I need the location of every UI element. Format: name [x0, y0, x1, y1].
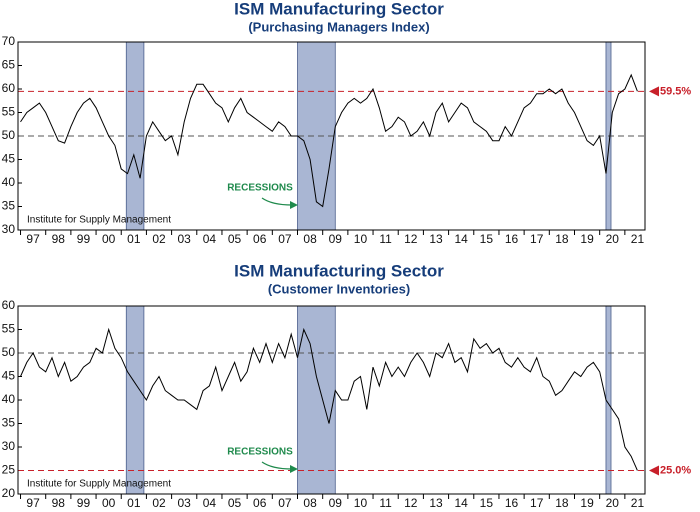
- x-tick-label: 00: [102, 496, 116, 510]
- chart-subtitle: (Customer Inventories): [268, 281, 410, 296]
- x-tick-label: 09: [329, 496, 343, 510]
- annotation-arrow: [261, 197, 293, 206]
- plot-frame: [17, 305, 646, 495]
- y-tick-label: 30: [2, 222, 16, 236]
- y-tick-label: 50: [2, 345, 16, 359]
- y-tick-label: 35: [2, 416, 16, 430]
- x-tick-label: 14: [455, 232, 469, 246]
- x-tick-label: 01: [127, 496, 141, 510]
- x-tick-label: 04: [203, 496, 217, 510]
- y-tick-label: 55: [2, 322, 16, 336]
- y-tick-label: 50: [2, 128, 16, 142]
- x-tick-label: 09: [329, 232, 343, 246]
- y-tick-label: 65: [2, 58, 16, 72]
- x-tick-label: 18: [555, 496, 569, 510]
- x-tick-label: 17: [530, 496, 544, 510]
- chart-subtitle: (Purchasing Managers Index): [248, 19, 429, 34]
- annotation-arrowhead: [290, 201, 298, 209]
- y-tick-label: 45: [2, 152, 16, 166]
- y-tick-label: 55: [2, 105, 16, 119]
- x-tick-label: 13: [429, 232, 443, 246]
- x-tick-label: 07: [278, 232, 292, 246]
- x-tick-label: 04: [203, 232, 217, 246]
- chart-title: ISM Manufacturing Sector: [234, 0, 444, 18]
- x-tick-label: 19: [580, 232, 594, 246]
- x-tick-label: 08: [303, 232, 317, 246]
- x-tick-label: 10: [354, 496, 368, 510]
- x-tick-label: 06: [253, 232, 267, 246]
- data-line: [20, 327, 638, 471]
- x-tick-label: 02: [152, 496, 166, 510]
- x-tick-label: 20: [606, 232, 620, 246]
- x-tick-label: 13: [429, 496, 443, 510]
- x-tick-label: 15: [480, 496, 494, 510]
- y-tick-label: 60: [2, 298, 16, 312]
- x-tick-label: 12: [404, 496, 418, 510]
- x-tick-label: 99: [77, 496, 91, 510]
- y-tick-label: 25: [2, 463, 16, 477]
- x-tick-label: 99: [77, 232, 91, 246]
- y-tick-label: 70: [2, 34, 16, 48]
- chart-title: ISM Manufacturing Sector: [234, 261, 444, 280]
- recession-band: [297, 305, 336, 495]
- x-tick-label: 00: [102, 232, 116, 246]
- x-tick-label: 07: [278, 496, 292, 510]
- x-tick-label: 03: [178, 496, 192, 510]
- x-tick-label: 16: [505, 232, 519, 246]
- x-tick-label: 21: [631, 496, 645, 510]
- x-tick-label: 11: [379, 232, 392, 246]
- x-tick-label: 18: [555, 232, 569, 246]
- recession-band: [605, 305, 612, 495]
- x-tick-label: 21: [631, 232, 645, 246]
- x-tick-label: 98: [52, 232, 66, 246]
- x-tick-label: 17: [530, 232, 544, 246]
- y-tick-label: 60: [2, 81, 16, 95]
- x-tick-label: 05: [228, 232, 242, 246]
- x-tick-label: 03: [178, 232, 192, 246]
- x-tick-label: 15: [480, 232, 494, 246]
- annotation-arrow: [261, 461, 293, 470]
- source: Institute for Supply Management: [27, 215, 171, 226]
- x-tick-label: 06: [253, 496, 267, 510]
- plot-frame: [17, 41, 646, 231]
- y-tick-label: 20: [2, 486, 16, 500]
- annotation: RECESSIONS: [227, 447, 293, 458]
- x-tick-label: 97: [26, 496, 40, 510]
- x-tick-label: 05: [228, 496, 242, 510]
- y-tick-label: 40: [2, 175, 16, 189]
- annotation: RECESSIONS: [227, 183, 293, 194]
- data-line: [20, 73, 638, 208]
- x-tick-label: 19: [580, 496, 594, 510]
- x-tick-label: 08: [303, 496, 317, 510]
- recession-band: [125, 305, 145, 495]
- reference-arrow: [649, 465, 659, 476]
- x-tick-label: 10: [354, 232, 368, 246]
- reference-label: 59.5%: [660, 85, 691, 97]
- x-tick-label: 02: [152, 232, 166, 246]
- x-tick-label: 12: [404, 232, 418, 246]
- annotation-arrowhead: [290, 465, 298, 473]
- x-tick-label: 01: [127, 232, 141, 246]
- x-tick-label: 11: [379, 496, 392, 510]
- y-tick-label: 30: [2, 439, 16, 453]
- y-tick-label: 35: [2, 199, 16, 213]
- y-tick-label: 45: [2, 369, 16, 383]
- y-tick-label: 40: [2, 392, 16, 406]
- reference-label: 25.0%: [660, 464, 691, 476]
- x-tick-label: 20: [606, 496, 620, 510]
- x-tick-label: 16: [505, 496, 519, 510]
- x-tick-label: 98: [52, 496, 66, 510]
- x-tick-label: 97: [26, 232, 40, 246]
- reference-arrow: [649, 86, 659, 97]
- source: Institute for Supply Management: [27, 479, 171, 490]
- x-tick-label: 14: [455, 496, 469, 510]
